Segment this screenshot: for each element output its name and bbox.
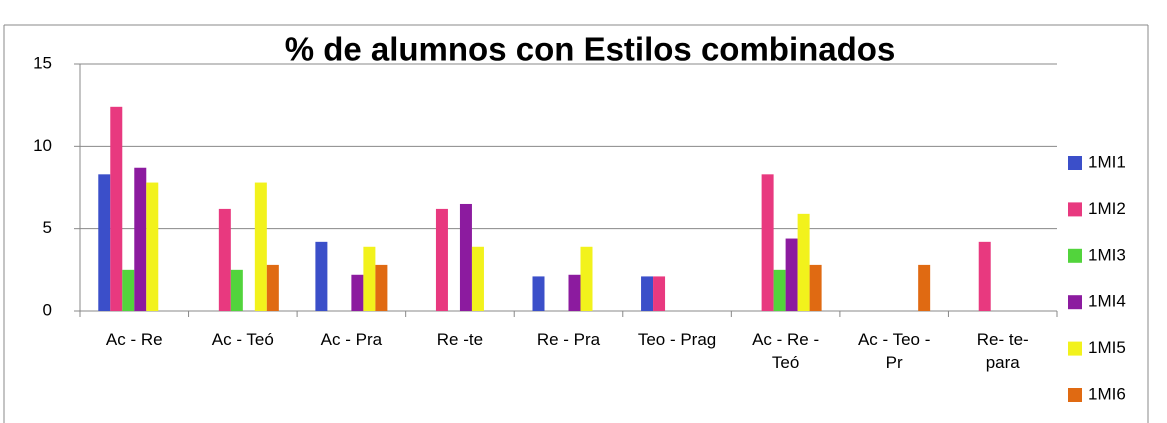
x-tick-label: Ac - Re - Teó bbox=[752, 330, 820, 372]
bar bbox=[98, 174, 111, 311]
x-tick-label: Ac - Pra bbox=[320, 330, 383, 349]
legend-swatch bbox=[1068, 156, 1082, 170]
bar bbox=[797, 213, 810, 311]
legend-swatch bbox=[1068, 388, 1082, 402]
bar bbox=[218, 208, 231, 311]
bar bbox=[351, 274, 364, 311]
x-tick-label: Re - Pra bbox=[536, 330, 601, 349]
bar bbox=[110, 106, 123, 312]
bar bbox=[809, 264, 822, 311]
legend-label: 1MI3 bbox=[1088, 245, 1126, 264]
bar bbox=[122, 269, 135, 311]
bar bbox=[146, 182, 159, 311]
bar bbox=[459, 203, 472, 311]
bar bbox=[363, 246, 376, 311]
bar bbox=[435, 208, 448, 311]
bar bbox=[785, 238, 798, 311]
x-tick-label: Ac - Re bbox=[105, 330, 163, 349]
bar bbox=[653, 276, 666, 311]
x-tick-label: Re -te bbox=[436, 330, 484, 349]
bar bbox=[254, 182, 267, 311]
y-tick-label: 5 bbox=[43, 218, 52, 237]
legend-swatch bbox=[1068, 295, 1082, 310]
legend-swatch bbox=[1068, 248, 1082, 263]
bar bbox=[375, 264, 388, 311]
legend-swatch bbox=[1068, 341, 1082, 356]
x-tick-label: Teo - Prag bbox=[637, 330, 717, 349]
x-tick-label: Ac - Teó bbox=[211, 330, 274, 349]
bar bbox=[761, 174, 774, 311]
y-tick-label: 15 bbox=[33, 53, 52, 72]
x-tick-label: Ac - Teo - Pr bbox=[857, 330, 931, 372]
bar bbox=[918, 264, 931, 311]
legend-label: 1MI4 bbox=[1088, 292, 1126, 311]
x-tick-label: Re- te- para bbox=[976, 330, 1029, 372]
bar bbox=[230, 269, 243, 311]
chart-title: % de alumnos con Estilos combinados bbox=[285, 31, 896, 68]
y-tick-label: 10 bbox=[33, 136, 52, 155]
legend-label: 1MI2 bbox=[1088, 199, 1126, 218]
bar bbox=[773, 269, 786, 311]
bar bbox=[641, 276, 654, 311]
bar bbox=[978, 241, 991, 311]
bar bbox=[471, 246, 484, 311]
bar bbox=[266, 264, 279, 311]
legend-label: 1MI1 bbox=[1088, 152, 1126, 171]
legend-label: 1MI5 bbox=[1088, 338, 1126, 357]
bar bbox=[134, 167, 147, 311]
bar bbox=[315, 241, 328, 311]
legend-label: 1MI6 bbox=[1088, 384, 1126, 403]
y-tick-label: 0 bbox=[43, 300, 52, 319]
bar bbox=[580, 246, 593, 311]
legend-swatch bbox=[1068, 202, 1082, 217]
bar bbox=[532, 276, 545, 311]
bar bbox=[568, 274, 581, 311]
